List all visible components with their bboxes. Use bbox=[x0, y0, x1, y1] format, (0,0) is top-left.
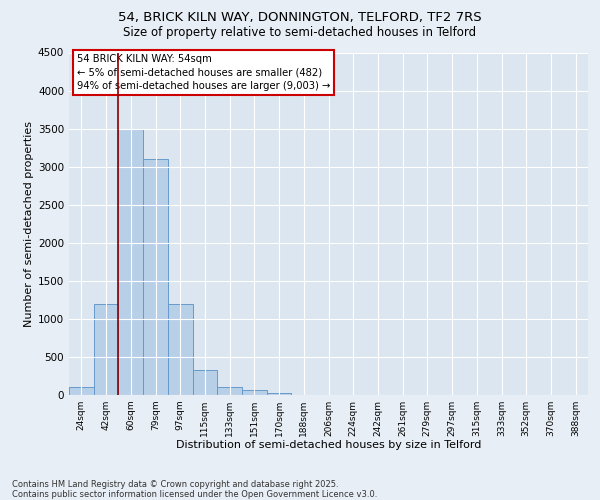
Bar bbox=[143, 159, 168, 395]
Y-axis label: Number of semi-detached properties: Number of semi-detached properties bbox=[24, 120, 34, 327]
Bar bbox=[118, 128, 143, 395]
Bar bbox=[168, 304, 193, 395]
Bar bbox=[267, 394, 292, 395]
Bar bbox=[242, 390, 267, 395]
Bar bbox=[193, 370, 217, 395]
Bar bbox=[217, 386, 242, 395]
Bar bbox=[69, 388, 94, 395]
Text: Contains HM Land Registry data © Crown copyright and database right 2025.
Contai: Contains HM Land Registry data © Crown c… bbox=[12, 480, 377, 499]
X-axis label: Distribution of semi-detached houses by size in Telford: Distribution of semi-detached houses by … bbox=[176, 440, 481, 450]
Text: 54 BRICK KILN WAY: 54sqm
← 5% of semi-detached houses are smaller (482)
94% of s: 54 BRICK KILN WAY: 54sqm ← 5% of semi-de… bbox=[77, 54, 330, 90]
Text: Size of property relative to semi-detached houses in Telford: Size of property relative to semi-detach… bbox=[124, 26, 476, 39]
Bar bbox=[94, 304, 118, 395]
Text: 54, BRICK KILN WAY, DONNINGTON, TELFORD, TF2 7RS: 54, BRICK KILN WAY, DONNINGTON, TELFORD,… bbox=[118, 11, 482, 24]
